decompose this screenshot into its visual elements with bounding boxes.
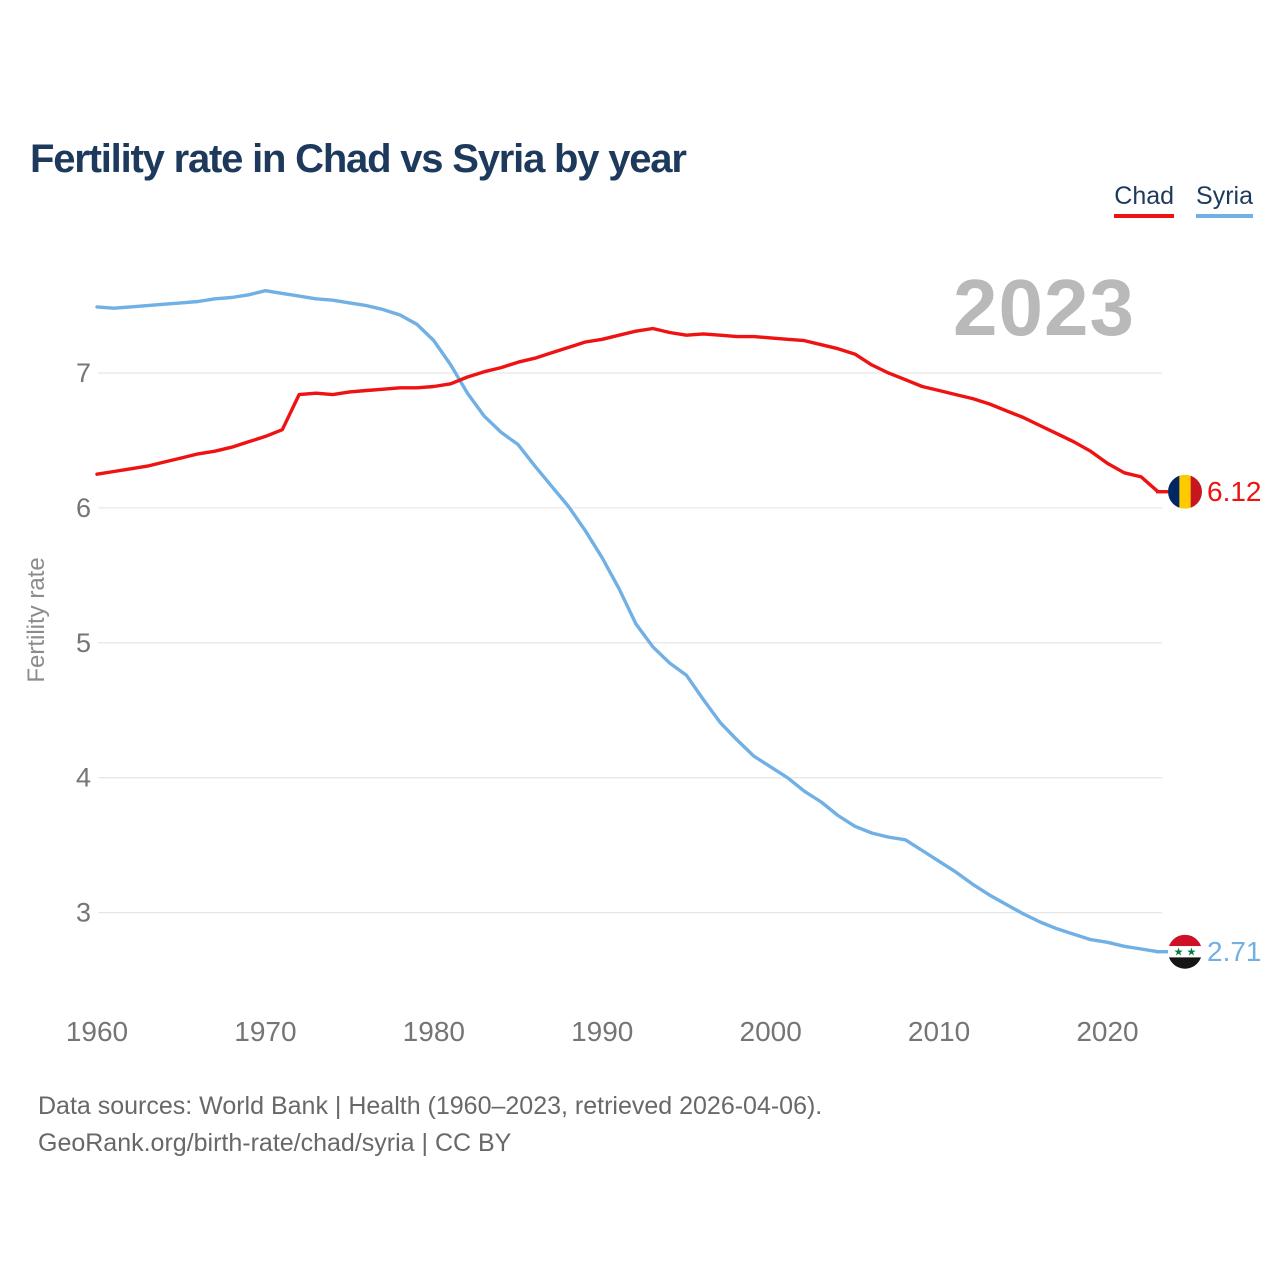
y-tick-label: 4 [76,763,91,793]
syria-star-icon: ★ [1174,946,1184,959]
footer: Data sources: World Bank | Health (1960–… [38,1088,822,1162]
legend: Chad Syria [1114,182,1253,218]
footer-attribution: GeoRank.org/birth-rate/chad/syria | CC B… [38,1129,512,1157]
watermark-year: 2023 [953,263,1135,352]
syria-end-value: 2.71 [1207,936,1262,967]
legend-item-chad[interactable]: Chad [1114,182,1175,218]
y-tick-label: 6 [76,493,91,523]
footer-sources: Data sources: World Bank | Health (1960–… [38,1092,823,1120]
y-tick-label: 3 [76,898,91,928]
x-tick-label: 1970 [234,1016,296,1047]
y-axis-title: Fertility rate [23,557,50,682]
x-tick-label: 1980 [403,1016,465,1047]
page-title: Fertility rate in Chad vs Syria by year [30,136,687,181]
x-tick-label: 2020 [1076,1016,1138,1047]
x-tick-label: 2010 [908,1016,970,1047]
syria-star-icon: ★ [1186,946,1196,959]
y-tick-label: 5 [76,628,91,658]
chad-end-value: 6.12 [1207,476,1262,507]
x-tick-label: 1960 [66,1016,128,1047]
chad-line[interactable] [95,326,1160,494]
x-tick-label: 2000 [740,1016,802,1047]
syria-flag-icon: ★ ★ [1168,934,1202,969]
chad-flag-icon [1168,474,1202,509]
legend-item-syria[interactable]: Syria [1196,182,1253,218]
y-tick-label: 7 [76,358,91,388]
x-tick-label: 1990 [571,1016,633,1047]
syria-line[interactable] [95,289,1160,954]
